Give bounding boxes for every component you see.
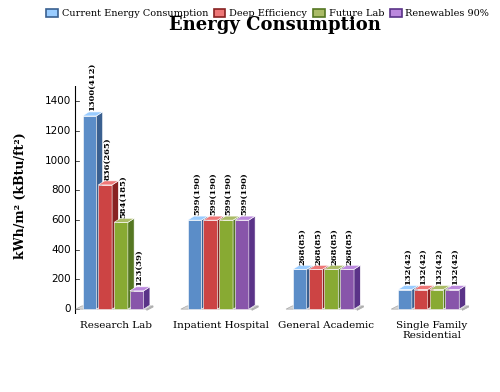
Text: Research Lab: Research Lab bbox=[80, 321, 152, 330]
Polygon shape bbox=[398, 290, 412, 309]
Text: 599(190): 599(190) bbox=[209, 172, 217, 215]
Polygon shape bbox=[459, 285, 466, 309]
Polygon shape bbox=[414, 290, 428, 309]
Polygon shape bbox=[147, 306, 153, 310]
Text: kWh/m² (kBtu/ft²): kWh/m² (kBtu/ft²) bbox=[14, 132, 26, 260]
Text: 123(39): 123(39) bbox=[136, 249, 143, 286]
Polygon shape bbox=[218, 216, 224, 309]
Polygon shape bbox=[114, 218, 134, 222]
Text: Single Family
Residential: Single Family Residential bbox=[396, 321, 467, 340]
Polygon shape bbox=[96, 112, 102, 309]
Polygon shape bbox=[130, 291, 143, 309]
Polygon shape bbox=[430, 285, 450, 290]
Text: 0: 0 bbox=[65, 304, 71, 314]
Polygon shape bbox=[130, 287, 150, 291]
Polygon shape bbox=[430, 290, 444, 309]
Polygon shape bbox=[398, 285, 418, 290]
Polygon shape bbox=[188, 216, 208, 220]
Polygon shape bbox=[252, 306, 258, 310]
Polygon shape bbox=[338, 265, 344, 309]
Text: 1300(412): 1300(412) bbox=[88, 63, 96, 111]
Text: 268(85): 268(85) bbox=[330, 228, 338, 265]
Polygon shape bbox=[306, 265, 313, 309]
Polygon shape bbox=[235, 220, 249, 309]
Text: Energy Consumption: Energy Consumption bbox=[169, 16, 381, 34]
Text: General Academic: General Academic bbox=[278, 321, 374, 330]
Polygon shape bbox=[82, 116, 96, 309]
Polygon shape bbox=[322, 265, 328, 309]
Polygon shape bbox=[220, 220, 233, 309]
Polygon shape bbox=[293, 269, 306, 309]
Text: 132(42): 132(42) bbox=[420, 248, 428, 285]
Text: Inpatient Hospital: Inpatient Hospital bbox=[173, 321, 269, 330]
Polygon shape bbox=[98, 181, 118, 185]
Polygon shape bbox=[204, 220, 218, 309]
Polygon shape bbox=[357, 306, 364, 310]
Text: 1400: 1400 bbox=[45, 96, 72, 106]
Polygon shape bbox=[462, 306, 468, 310]
Text: 200: 200 bbox=[52, 274, 72, 285]
Polygon shape bbox=[354, 265, 360, 309]
Polygon shape bbox=[181, 306, 258, 309]
Polygon shape bbox=[112, 181, 118, 309]
Polygon shape bbox=[308, 269, 322, 309]
Polygon shape bbox=[82, 112, 102, 116]
Polygon shape bbox=[340, 265, 360, 269]
Text: 132(42): 132(42) bbox=[404, 248, 411, 285]
Polygon shape bbox=[76, 306, 153, 309]
Polygon shape bbox=[446, 285, 466, 290]
Polygon shape bbox=[340, 269, 354, 309]
Polygon shape bbox=[235, 216, 255, 220]
Text: 600: 600 bbox=[52, 215, 72, 225]
Text: 268(85): 268(85) bbox=[298, 228, 306, 265]
Text: 800: 800 bbox=[52, 185, 72, 195]
Text: 1000: 1000 bbox=[45, 156, 72, 165]
Polygon shape bbox=[233, 216, 239, 309]
Polygon shape bbox=[444, 285, 450, 309]
Polygon shape bbox=[220, 216, 240, 220]
Polygon shape bbox=[324, 269, 338, 309]
Text: 132(42): 132(42) bbox=[451, 248, 459, 285]
Polygon shape bbox=[446, 290, 459, 309]
Polygon shape bbox=[391, 306, 468, 309]
Polygon shape bbox=[249, 216, 255, 309]
Text: 268(85): 268(85) bbox=[314, 228, 322, 265]
Polygon shape bbox=[114, 222, 128, 309]
Polygon shape bbox=[324, 265, 344, 269]
Text: 132(42): 132(42) bbox=[435, 248, 443, 285]
Polygon shape bbox=[98, 185, 112, 309]
Polygon shape bbox=[188, 220, 202, 309]
Text: 400: 400 bbox=[52, 245, 72, 255]
Polygon shape bbox=[428, 285, 434, 309]
Text: 599(190): 599(190) bbox=[193, 172, 201, 215]
Text: 836(265): 836(265) bbox=[104, 138, 112, 180]
Polygon shape bbox=[202, 216, 208, 309]
Text: 599(190): 599(190) bbox=[224, 172, 232, 215]
Polygon shape bbox=[128, 218, 134, 309]
Polygon shape bbox=[293, 265, 313, 269]
Polygon shape bbox=[204, 216, 224, 220]
Polygon shape bbox=[414, 285, 434, 290]
Polygon shape bbox=[286, 306, 364, 309]
Polygon shape bbox=[144, 287, 150, 309]
Text: 268(85): 268(85) bbox=[346, 228, 354, 265]
Legend: Current Energy Consumption, Deep Efficiency, Future Lab, Renewables 90%: Current Energy Consumption, Deep Efficie… bbox=[42, 5, 493, 22]
Text: 599(190): 599(190) bbox=[240, 172, 248, 215]
Text: 1200: 1200 bbox=[45, 126, 72, 136]
Text: 584(185): 584(185) bbox=[120, 175, 128, 218]
Polygon shape bbox=[308, 265, 328, 269]
Polygon shape bbox=[412, 285, 418, 309]
